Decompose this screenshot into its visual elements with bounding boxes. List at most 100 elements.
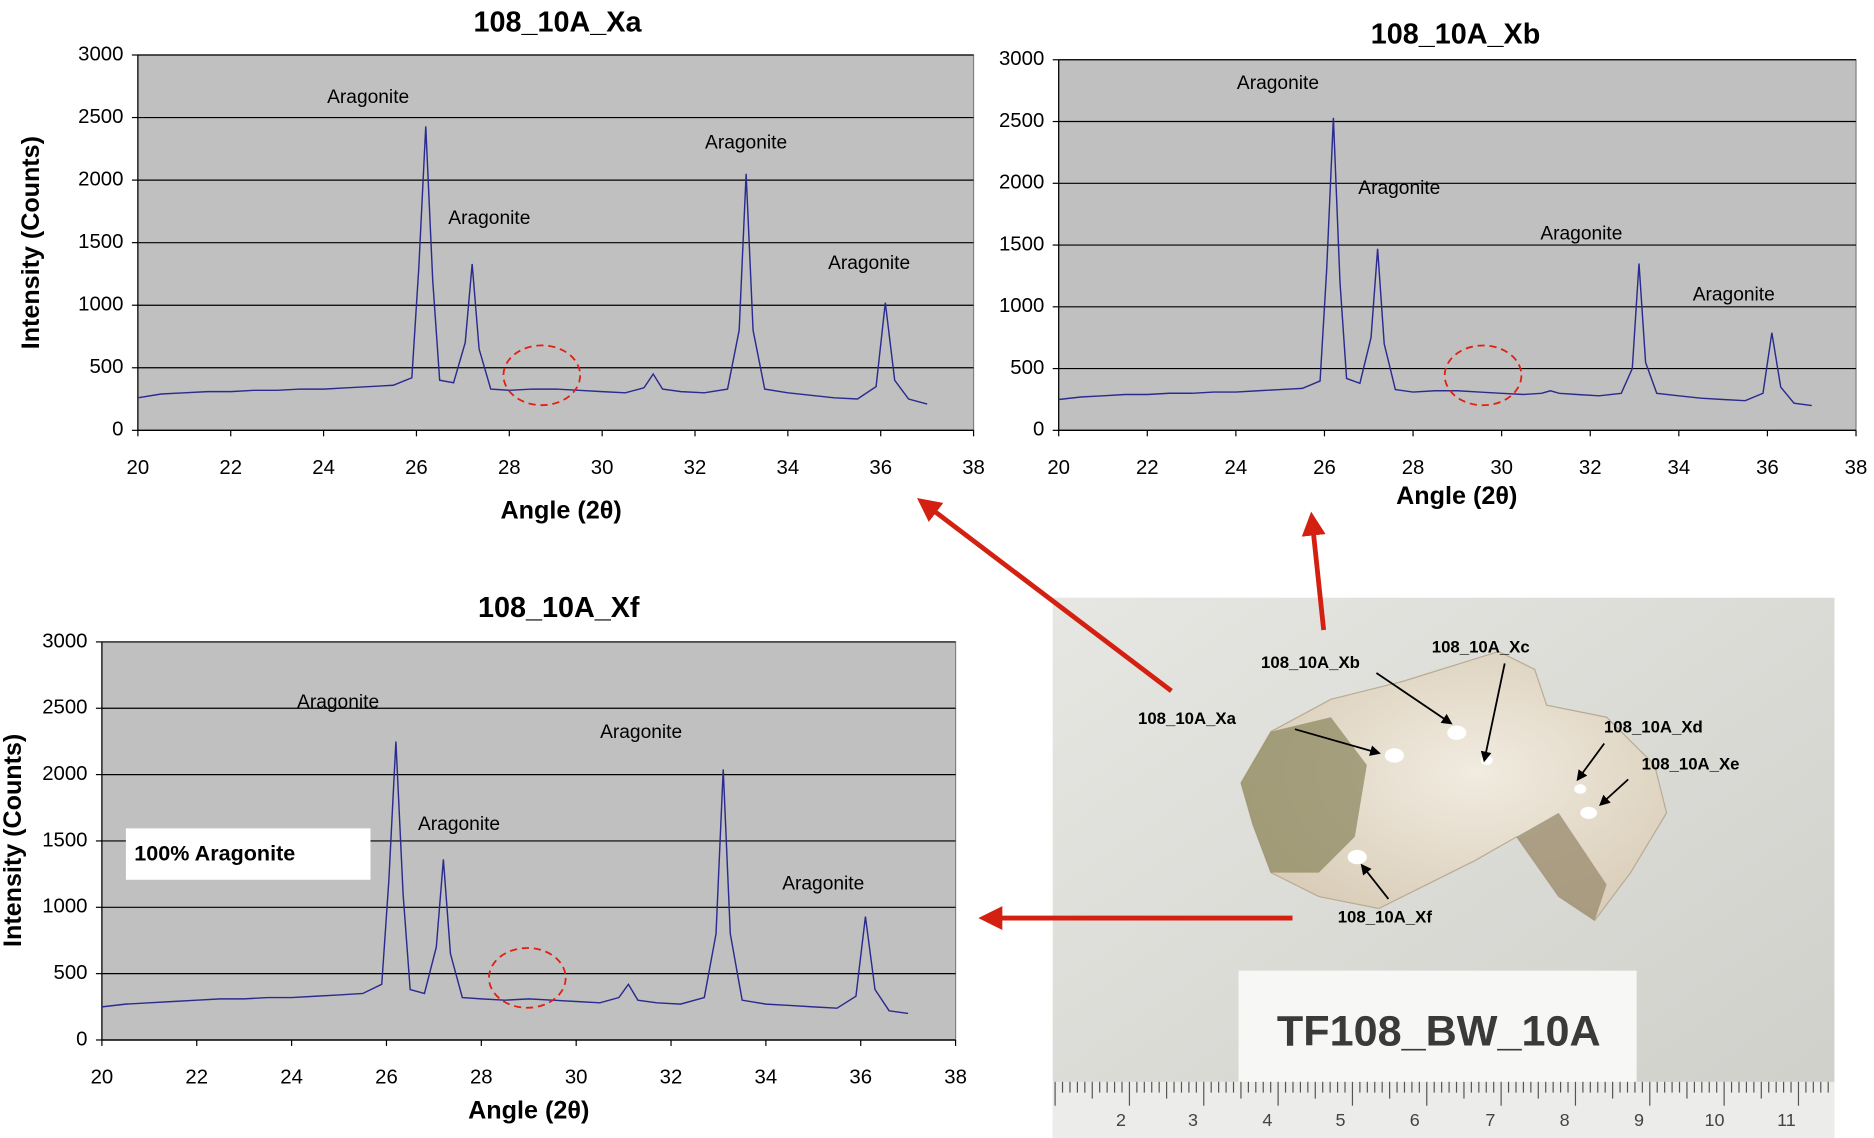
chart-title: 108_10A_Xf: [478, 592, 640, 624]
sample-photo: TF108_BW_10A 108_10A_Xa 108_10A_Xb 108_10A…: [1052, 597, 1835, 1138]
annotation-box: [125, 828, 371, 880]
peak-annotation: Aragonite: [1237, 73, 1319, 94]
y-tick-label: 2000: [42, 763, 87, 785]
peak-annotation: Aragonite: [448, 208, 530, 229]
ruler-ticks: [1054, 1081, 1829, 1106]
x-tick-label: 20: [1047, 457, 1070, 479]
x-tick-label: 30: [591, 457, 614, 479]
ruler-label: 3: [1188, 1110, 1198, 1130]
x-tick-label: 22: [185, 1067, 208, 1089]
point-label: 108_10A_Xe: [1642, 754, 1740, 773]
ruler-label: 2: [1116, 1110, 1126, 1130]
x-tick-label: 24: [280, 1067, 303, 1089]
y-tick-label: 3000: [999, 48, 1044, 70]
highlight-ellipse: [488, 947, 567, 1009]
y-tick-label: 500: [89, 356, 123, 378]
x-axis-label: Angle (2θ): [1396, 482, 1517, 510]
point-label: 108_10A_Xf: [1338, 907, 1433, 926]
peak-annotation: Aragonite: [600, 722, 682, 743]
x-tick-label: 20: [127, 457, 150, 479]
y-tick-label: 2500: [78, 106, 123, 128]
y-axis-label: Intensity (Counts): [0, 734, 27, 947]
x-tick-label: 24: [1225, 457, 1248, 479]
x-tick-label: 34: [777, 457, 800, 479]
x-tick-label: 20: [91, 1067, 114, 1089]
x-tick-label: 22: [219, 457, 242, 479]
y-tick-label: 1500: [999, 233, 1044, 255]
chart: 0 500 1000 1500 2000 2500 3000 20 22 24 26 28 30 32 34…: [0, 592, 967, 1124]
y-axis-label: Intensity (Counts): [17, 136, 45, 349]
x-tick-label: 32: [684, 457, 707, 479]
x-tick-label: 28: [498, 457, 521, 479]
x-tick-label: 34: [755, 1067, 778, 1089]
peak-annotation: Aragonite: [1540, 223, 1622, 244]
point-label: 108_10A_Xd: [1604, 717, 1703, 736]
ruler-label: 9: [1634, 1110, 1644, 1130]
y-tick-label: 500: [1010, 357, 1044, 379]
x-tick-label: 32: [1579, 457, 1602, 479]
x-tick-label: 34: [1667, 457, 1690, 479]
point-label: 108_10A_Xc: [1432, 637, 1530, 656]
x-tick-label: 30: [1490, 457, 1513, 479]
x-tick-label: 28: [470, 1067, 493, 1089]
y-tick-label: 2000: [999, 172, 1044, 194]
y-tick-label: 3000: [78, 43, 123, 65]
y-tick-label: 0: [112, 419, 123, 441]
point-label: 108_10A_Xa: [1138, 709, 1237, 728]
highlight-ellipse: [502, 344, 582, 407]
highlight-ellipse: [1443, 344, 1523, 407]
peak-annotation: Aragonite: [782, 874, 864, 895]
ruler-label: 4: [1262, 1110, 1272, 1130]
peak-annotation: Aragonite: [1693, 284, 1775, 305]
peak-annotation: Aragonite: [1358, 178, 1440, 199]
peak-annotation: Aragonite: [327, 87, 409, 108]
x-tick-label: 24: [312, 457, 335, 479]
x-tick-label: 26: [1313, 457, 1336, 479]
x-tick-label: 26: [405, 457, 428, 479]
chart: 0 500 1000 1500 2000 2500 3000 20 22 24 26 28 30 32 34…: [17, 7, 985, 525]
link-arrows: [916, 497, 1327, 931]
y-tick-label: 1500: [42, 829, 87, 851]
y-tick-label: 2000: [78, 168, 123, 190]
y-tick-label: 1500: [78, 231, 123, 253]
x-tick-label: 36: [1756, 457, 1779, 479]
ruler-label: 11: [1777, 1110, 1796, 1130]
x-tick-label: 28: [1402, 457, 1425, 479]
ruler-label: 8: [1560, 1110, 1570, 1130]
y-tick-label: 2500: [42, 697, 87, 719]
x-tick-label: 36: [869, 457, 892, 479]
shell-edge: [1516, 812, 1607, 921]
y-tick-label: 0: [76, 1028, 87, 1050]
peak-annotation: Aragonite: [705, 133, 787, 154]
ruler-label: 6: [1410, 1110, 1420, 1130]
annotation-box-text: 100% Aragonite: [134, 841, 295, 865]
y-tick-label: 0: [1033, 419, 1044, 441]
y-tick-label: 2500: [999, 110, 1044, 132]
sample-label: TF108_BW_10A: [1277, 1007, 1601, 1055]
x-tick-label: 26: [375, 1067, 398, 1089]
x-tick-label: 38: [962, 457, 985, 479]
data-line: [137, 126, 928, 405]
x-tick-label: 22: [1136, 457, 1159, 479]
data-line: [1058, 117, 1812, 407]
chart-title: 108_10A_Xb: [1371, 18, 1541, 50]
peak-annotation: Aragonite: [297, 692, 379, 713]
photo-pointers: [1294, 663, 1629, 900]
ruler-label: 7: [1485, 1110, 1495, 1130]
y-tick-label: 1000: [78, 294, 123, 316]
chart: 0 500 1000 1500 2000 2500 3000 20 22 24 26 28 30 32 34…: [999, 18, 1867, 509]
x-tick-label: 38: [1845, 457, 1868, 479]
ruler-label: 5: [1335, 1110, 1345, 1130]
point-label: 108_10A_Xb: [1261, 653, 1360, 672]
x-axis-label: Angle (2θ): [468, 1096, 589, 1124]
shell-weathered-area: [1240, 717, 1367, 873]
ruler: [1052, 1081, 1835, 1138]
x-tick-label: 30: [565, 1067, 588, 1089]
ruler-label: 10: [1705, 1110, 1725, 1130]
chart-title: 108_10A_Xa: [474, 7, 643, 39]
peak-annotation: Aragonite: [418, 814, 500, 835]
y-tick-label: 3000: [42, 630, 87, 652]
x-tick-label: 38: [944, 1067, 967, 1089]
